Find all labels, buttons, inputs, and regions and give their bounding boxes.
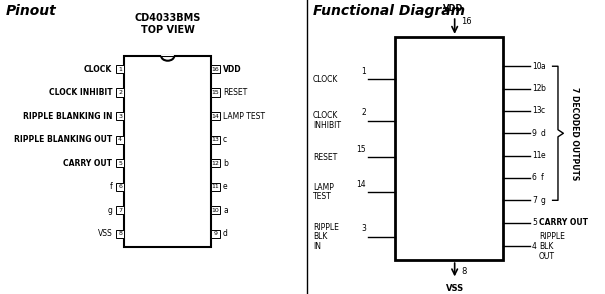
Text: 12: 12 xyxy=(211,161,219,166)
Text: LAMP
TEST: LAMP TEST xyxy=(313,183,334,201)
Text: 9: 9 xyxy=(532,129,537,138)
Bar xyxy=(211,206,220,214)
Text: 14: 14 xyxy=(211,113,219,119)
Text: 13: 13 xyxy=(211,137,219,142)
Bar xyxy=(211,183,220,191)
Text: 5: 5 xyxy=(532,218,537,227)
Text: VDD: VDD xyxy=(223,65,242,74)
Text: VSS: VSS xyxy=(97,229,113,238)
Text: c: c xyxy=(223,135,227,144)
Bar xyxy=(116,65,124,73)
Bar xyxy=(211,112,220,120)
Text: 2: 2 xyxy=(118,90,122,95)
Text: 6: 6 xyxy=(118,184,122,189)
Text: g: g xyxy=(108,206,113,215)
Text: e: e xyxy=(223,182,227,191)
Text: a: a xyxy=(541,62,545,71)
Text: b: b xyxy=(223,159,228,168)
Text: RESET: RESET xyxy=(313,153,337,162)
Text: 15: 15 xyxy=(212,90,219,95)
Text: 8: 8 xyxy=(118,231,122,236)
Text: 10: 10 xyxy=(212,208,219,213)
Text: Pinout: Pinout xyxy=(6,4,57,19)
Text: 8: 8 xyxy=(461,268,466,276)
Text: RIPPLE BLANKING OUT: RIPPLE BLANKING OUT xyxy=(14,135,113,144)
Text: f: f xyxy=(541,173,543,183)
Text: 10: 10 xyxy=(532,62,541,71)
Text: 16: 16 xyxy=(212,66,219,72)
Text: 4: 4 xyxy=(118,137,122,142)
Bar xyxy=(116,183,124,191)
Text: RIPPLE
BLK
IN: RIPPLE BLK IN xyxy=(313,223,339,251)
Text: c: c xyxy=(541,106,544,116)
Text: 7 DECODED OUTPUTS: 7 DECODED OUTPUTS xyxy=(570,87,579,180)
Text: VSS: VSS xyxy=(446,284,463,293)
Text: RIPPLE
BLK
OUT: RIPPLE BLK OUT xyxy=(539,232,565,260)
Text: CLOCK: CLOCK xyxy=(84,65,113,74)
Bar xyxy=(211,136,220,144)
Text: CARRY OUT: CARRY OUT xyxy=(64,159,113,168)
Text: CLOCK
INHIBIT: CLOCK INHIBIT xyxy=(313,111,341,130)
Text: b: b xyxy=(541,84,546,93)
Text: 15: 15 xyxy=(356,145,366,154)
Text: 5: 5 xyxy=(118,161,122,166)
Text: e: e xyxy=(541,151,545,160)
Bar xyxy=(124,56,211,247)
Bar xyxy=(116,230,124,238)
Text: CD4033BMS: CD4033BMS xyxy=(134,13,201,23)
Text: 13: 13 xyxy=(532,106,541,116)
Bar xyxy=(211,230,220,238)
Text: 12: 12 xyxy=(532,84,541,93)
Text: 11: 11 xyxy=(212,184,219,189)
Text: a: a xyxy=(223,206,228,215)
Text: CARRY OUT: CARRY OUT xyxy=(539,218,588,227)
Text: 16: 16 xyxy=(461,17,472,26)
Text: CLOCK: CLOCK xyxy=(313,75,338,84)
Text: RIPPLE BLANKING IN: RIPPLE BLANKING IN xyxy=(23,112,113,121)
Text: TOP VIEW: TOP VIEW xyxy=(141,25,195,35)
Bar xyxy=(161,55,174,56)
Text: 3: 3 xyxy=(118,113,122,119)
Bar xyxy=(116,136,124,144)
Bar xyxy=(116,88,124,97)
Text: Functional Diagram: Functional Diagram xyxy=(313,4,465,19)
Text: VDD: VDD xyxy=(443,4,463,13)
Text: 7: 7 xyxy=(118,208,122,213)
Text: 4: 4 xyxy=(532,242,537,251)
Text: 7: 7 xyxy=(532,196,537,205)
Bar xyxy=(396,37,503,260)
Text: d: d xyxy=(541,129,546,138)
Bar xyxy=(211,65,220,73)
Text: RESET: RESET xyxy=(223,88,247,97)
Bar xyxy=(211,88,220,97)
Text: 3: 3 xyxy=(361,224,366,233)
Text: f: f xyxy=(110,182,113,191)
Text: d: d xyxy=(223,229,228,238)
Text: 6: 6 xyxy=(532,173,537,183)
Text: 1: 1 xyxy=(361,67,366,76)
Text: LAMP TEST: LAMP TEST xyxy=(223,112,265,121)
Bar xyxy=(116,206,124,214)
Text: g: g xyxy=(541,196,546,205)
Text: CLOCK INHIBIT: CLOCK INHIBIT xyxy=(48,88,113,97)
Text: 2: 2 xyxy=(361,108,366,117)
Text: 14: 14 xyxy=(356,180,366,188)
Bar xyxy=(116,112,124,120)
Text: 1: 1 xyxy=(118,66,122,72)
Bar xyxy=(116,159,124,167)
Text: 9: 9 xyxy=(214,231,217,236)
Text: 11: 11 xyxy=(532,151,541,160)
Bar xyxy=(211,159,220,167)
